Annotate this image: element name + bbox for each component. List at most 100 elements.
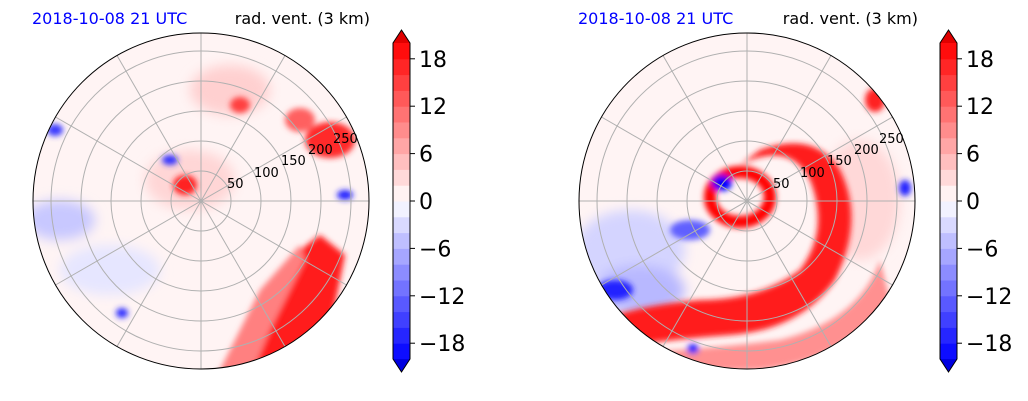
right-rtick-2: 150 [827, 154, 852, 169]
right-spiral-band [600, 143, 852, 350]
colorbar-0-level--10 [393, 264, 410, 281]
colorbar-0-extend-min [393, 359, 410, 372]
colorbar-1-outline [939, 29, 958, 373]
colorbar-0-level-0 [393, 185, 410, 202]
left-polar-frame [32, 32, 370, 370]
left-title-date: 2018-10-08 21 UTC [32, 9, 187, 28]
left-pale-blue-sw [60, 245, 160, 295]
colorbar-0-tick-label: 6 [419, 143, 433, 168]
left-polar-field [33, 33, 369, 369]
colorbar-0-tick-label: 18 [419, 48, 447, 73]
right-south-blue [687, 344, 699, 354]
colorbar-1-extend-min [940, 359, 957, 372]
left-panel: 2018-10-08 21 UTC rad. vent. (3 km) [32, 9, 465, 373]
left-radial-labels: 50 100 150 200 250 [227, 132, 358, 192]
colorbar-0-tick-label: −12 [419, 285, 465, 310]
colorbar-0-level-14 [393, 74, 410, 91]
colorbar-1-tick-label: −18 [966, 332, 1012, 357]
colorbar-0-level-18 [393, 43, 410, 60]
colorbar-1-tick-label: −6 [966, 237, 998, 262]
colorbar-0-outline [392, 29, 411, 373]
colorbar-0-tick-label: 0 [419, 190, 433, 215]
colorbar-1-level-10 [940, 106, 957, 123]
colorbar-0-level--12 [393, 280, 410, 297]
colorbar-0-level--4 [393, 216, 410, 234]
colorbar-1-level--14 [940, 295, 957, 313]
colorbar-0-level-16 [393, 58, 410, 76]
colorbar-0-level-2 [393, 169, 410, 186]
right-polar-frame [578, 32, 916, 370]
right-title-date: 2018-10-08 21 UTC [578, 9, 733, 28]
colorbar-0-level-4 [393, 153, 410, 170]
left-center-blue [162, 155, 178, 165]
right-rtick-0: 50 [773, 177, 790, 192]
right-rtick-4: 250 [879, 132, 904, 147]
right-grid [579, 33, 915, 369]
right-west-blue [670, 220, 710, 240]
colorbar-1-tick-label: −12 [966, 285, 1012, 310]
colorbar-1-level-2 [940, 169, 957, 186]
colorbar-0-level--6 [393, 232, 410, 249]
colorbar-0-level-8 [393, 122, 410, 139]
colorbar-1-level-16 [940, 58, 957, 76]
colorbar-1-level--6 [940, 232, 957, 249]
colorbar-0-level--18 [393, 327, 410, 344]
right-title-variable: rad. vent. (3 km) [783, 9, 918, 28]
left-rtick-2: 150 [281, 154, 306, 169]
left-ne-cluster-2 [285, 108, 315, 132]
colorbar-1-tick-label: 6 [966, 143, 980, 168]
right-polar-field [579, 33, 915, 369]
colorbar-1-level-0 [940, 185, 957, 202]
colorbar-0-level--20 [393, 343, 410, 360]
colorbar-1-tick-label: 0 [966, 190, 980, 215]
right-rtick-3: 200 [854, 143, 879, 158]
colorbar-1-level--12 [940, 280, 957, 297]
colorbar-1-tick-label: 18 [966, 48, 994, 73]
left-rtick-1: 100 [254, 166, 279, 181]
colorbar-1-level--18 [940, 327, 957, 344]
left-rtick-4: 250 [333, 132, 358, 147]
colorbar-1-level-12 [940, 90, 957, 107]
colorbar-1-level--16 [940, 311, 957, 328]
colorbar-1-level-18 [940, 43, 957, 60]
left-rtick-3: 200 [308, 143, 333, 158]
left-pale-blue-west [33, 200, 95, 240]
colorbar-0-level-12 [393, 90, 410, 107]
right-spiral-halo [600, 260, 890, 369]
colorbar-1-level--10 [940, 264, 957, 281]
colorbar-1-level-4 [940, 153, 957, 170]
colorbar-1-level-14 [940, 74, 957, 91]
colorbar-0-level--14 [393, 295, 410, 313]
colorbar-0-level--2 [393, 201, 410, 218]
left-pale-pink-north [190, 65, 270, 115]
colorbar-1-level-6 [940, 137, 957, 155]
colorbar-1-level--4 [940, 216, 957, 234]
left-colorbar: 18 12 6 0 −6 −12 −18 [392, 29, 465, 373]
colorbar-1-level--2 [940, 201, 957, 218]
left-ne-blue [337, 190, 353, 200]
colorbar-1-level-8 [940, 122, 957, 139]
left-rtick-0: 50 [227, 177, 244, 192]
colorbar-0-level--8 [393, 248, 410, 265]
colorbar-1-level--20 [940, 343, 957, 360]
left-north-red [230, 97, 250, 113]
colorbar-0-tick-label: −6 [419, 237, 451, 262]
left-title-variable: rad. vent. (3 km) [235, 9, 370, 28]
colorbar-0-tick-label: 12 [419, 95, 447, 120]
left-grid [33, 33, 369, 369]
right-rtick-1: 100 [800, 166, 825, 181]
colorbar-0-level-6 [393, 137, 410, 155]
right-colorbar: 18 12 6 0 −6 −12 −18 [939, 29, 1012, 373]
right-east-blue [899, 180, 911, 196]
left-sw-blue [116, 308, 128, 318]
colorbar-0-tick-label: −18 [419, 332, 465, 357]
right-sw-blue [597, 280, 633, 300]
colorbar-1-level--8 [940, 248, 957, 265]
right-panel: 2018-10-08 21 UTC rad. vent. (3 km) [578, 9, 1012, 373]
colorbar-0-level--16 [393, 311, 410, 328]
colorbar-0-extend-max [393, 30, 410, 43]
colorbar-0-level-10 [393, 106, 410, 123]
left-west-blue [47, 124, 63, 136]
colorbar-1-extend-max [940, 30, 957, 43]
